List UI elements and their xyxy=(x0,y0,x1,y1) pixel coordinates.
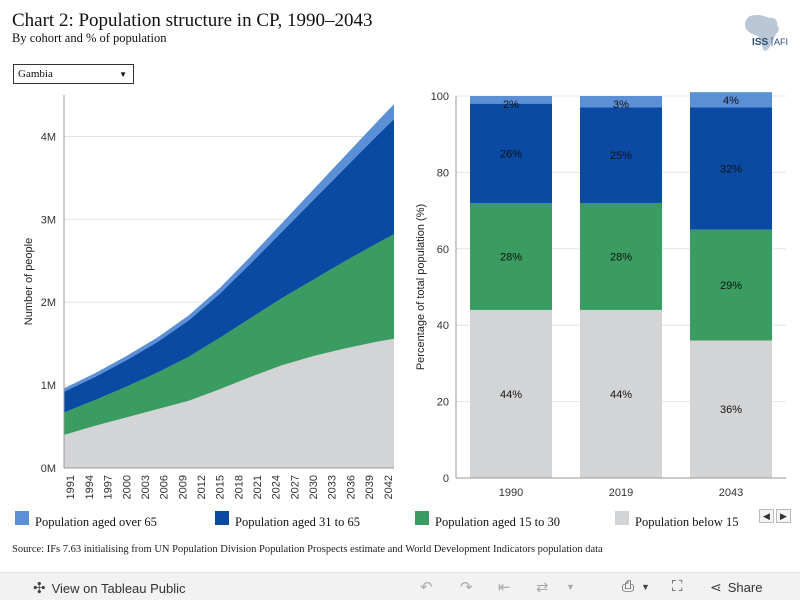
bar-segment-population-aged-over-65 xyxy=(690,92,772,108)
legend-swatch-15-30 xyxy=(415,511,429,525)
chart-subtitle: By cohort and % of population xyxy=(12,31,167,45)
area-x-tick-label: 2000 xyxy=(121,475,133,499)
area-x-tick-label: 2039 xyxy=(364,475,376,499)
download-icon[interactable]: ⎙ xyxy=(622,578,635,595)
area-x-tick-label: 2003 xyxy=(140,475,152,499)
area-x-tick-label: 2042 xyxy=(383,475,395,499)
chevron-down-icon: ▼ xyxy=(119,70,127,79)
bar-y-tick-label: 80 xyxy=(437,167,449,179)
bar-y-tick-label: 0 xyxy=(443,473,449,485)
undo-icon[interactable]: ↶ xyxy=(420,579,433,596)
area-series-population-below-15 xyxy=(64,338,394,468)
area-x-tick-label: 2033 xyxy=(327,475,339,499)
share-icon: ⋖ xyxy=(710,579,722,595)
fullscreen-icon[interactable]: ⛶ xyxy=(672,578,683,595)
legend-label-over65: Population aged over 65 xyxy=(35,515,157,529)
area-y-tick-label: 0M xyxy=(41,463,56,475)
area-x-tick-label: 2012 xyxy=(196,475,208,499)
bar-segment-population-aged-15-to-30 xyxy=(470,202,552,310)
area-series-population-aged-15-to-30 xyxy=(64,234,394,435)
area-x-tick-label: 2018 xyxy=(233,475,245,499)
population-charts: 0M 1M 2M 3M 4M 1991 1994 1997 2000 2003 2006 2009 20… xyxy=(23,91,786,499)
area-y-axis-title: Number of people xyxy=(23,238,35,325)
tableau-logo-icon: ✣ xyxy=(33,580,46,597)
refresh-icon[interactable]: ⇄ xyxy=(536,579,549,596)
bar-segment-population-aged-over-65 xyxy=(580,96,662,108)
bar-data-label: 4% xyxy=(723,95,739,107)
source-note: Source: IFs 7.63 initialising from UN Po… xyxy=(12,544,603,555)
country-select[interactable]: Gambia ▼ xyxy=(13,64,134,84)
legend-label-15-30: Population aged 15 to 30 xyxy=(435,515,560,529)
area-y-tick-label: 4M xyxy=(41,131,56,143)
view-on-tableau-link[interactable]: ✣ View on Tableau Public xyxy=(33,579,186,597)
bar-y-tick-label: 20 xyxy=(437,397,449,409)
bar-data-label: 44% xyxy=(500,389,522,401)
bar-data-label: 26% xyxy=(500,148,522,160)
bar-segment-population-aged-31-to-65 xyxy=(470,103,552,203)
bar-data-label: 36% xyxy=(720,404,742,416)
area-x-tick-label: 1997 xyxy=(103,475,115,499)
legend-pager: ◀ ▶ xyxy=(759,509,791,523)
bar-segment-population-aged-31-to-65 xyxy=(580,107,662,203)
bar-data-label: 32% xyxy=(720,164,742,176)
bar-category-label: 1990 xyxy=(499,487,523,499)
legend-swatch-over65 xyxy=(15,511,29,525)
download-menu-chevron-icon[interactable]: ▼ xyxy=(641,582,650,592)
chart-title: Chart 2: Population structure in CP, 199… xyxy=(12,10,373,31)
bar-segment-population-aged-over-65 xyxy=(470,96,552,104)
area-y-tick-label: 3M xyxy=(41,214,56,226)
refresh-menu-chevron-icon[interactable]: ▼ xyxy=(566,582,575,592)
area-y-tick-label: 2M xyxy=(41,297,56,309)
bar-category-label: 2043 xyxy=(719,487,743,499)
tableau-toolbar: ✣ View on Tableau Public ↶ ↷ ⇤ ⇄ ▼ ⎙ ▼ ⛶… xyxy=(0,572,800,600)
area-x-tick-label: 2024 xyxy=(271,475,283,499)
bar-segment-population-below-15 xyxy=(470,309,552,478)
area-y-tick-label: 1M xyxy=(41,380,56,392)
bar-segment-population-below-15 xyxy=(580,309,662,478)
bar-data-label: 29% xyxy=(720,280,742,292)
area-x-tick-label: 2009 xyxy=(177,475,189,499)
area-x-tick-label: 2015 xyxy=(215,475,227,499)
country-select-value: Gambia xyxy=(18,68,53,80)
bar-data-label: 28% xyxy=(500,251,522,263)
area-x-tick-label: 2027 xyxy=(289,475,301,499)
bar-data-label: 2% xyxy=(503,99,519,111)
bar-data-label: 25% xyxy=(610,150,632,162)
bar-y-tick-label: 100 xyxy=(431,91,449,103)
bar-data-label: 28% xyxy=(610,251,632,263)
area-x-tick-label: 2036 xyxy=(345,475,357,499)
legend-label-31-65: Population aged 31 to 65 xyxy=(235,515,360,529)
area-x-tick-label: 2021 xyxy=(252,475,264,499)
redo-icon[interactable]: ↷ xyxy=(460,579,473,596)
iss-afi-logo: ISS AFI xyxy=(745,14,788,51)
bar-y-axis-title: Percentage of total population (%) xyxy=(415,204,427,370)
svg-text:AFI: AFI xyxy=(774,37,788,47)
bar-y-tick-label: 40 xyxy=(437,320,449,332)
legend-next-button[interactable]: ▶ xyxy=(776,509,791,523)
share-label: Share xyxy=(727,580,763,595)
share-button[interactable]: ⋖ Share xyxy=(710,579,762,596)
bar-data-label: 44% xyxy=(610,389,632,401)
bar-y-tick-label: 60 xyxy=(437,244,449,256)
area-x-tick-label: 1991 xyxy=(65,475,77,499)
legend-label-below15: Population below 15 xyxy=(635,515,739,529)
area-series-population-aged-31-to-65 xyxy=(64,119,394,413)
bar-segment-population-aged-15-to-30 xyxy=(690,229,772,341)
bar-data-label: 3% xyxy=(613,99,629,111)
bar-segment-population-below-15 xyxy=(690,340,772,478)
legend-swatch-31-65 xyxy=(215,511,229,525)
area-x-tick-label: 1994 xyxy=(84,475,96,499)
area-x-tick-label: 2006 xyxy=(159,475,171,499)
bar-segment-population-aged-31-to-65 xyxy=(690,107,772,230)
area-x-tick-label: 2030 xyxy=(308,475,320,499)
revert-icon[interactable]: ⇤ xyxy=(498,579,511,596)
bar-category-label: 2019 xyxy=(609,487,633,499)
svg-text:ISS: ISS xyxy=(752,37,768,48)
legend-swatch-below15 xyxy=(615,511,629,525)
bar-segment-population-aged-15-to-30 xyxy=(580,202,662,310)
legend-prev-button[interactable]: ◀ xyxy=(759,509,774,523)
view-on-tableau-label: View on Tableau Public xyxy=(51,580,186,596)
